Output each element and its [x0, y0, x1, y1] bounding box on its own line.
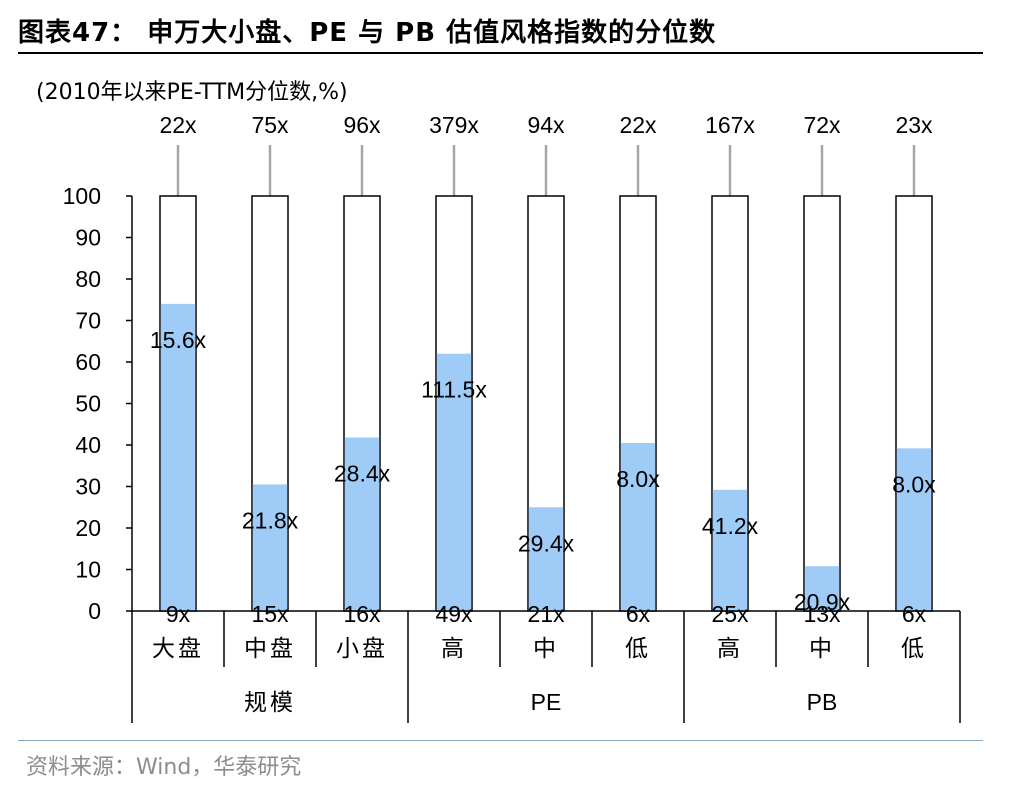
y-tick-label: 100 — [63, 183, 101, 209]
labels: 22x 15.6x 9x 大盘 75x 21.8x 15x 中盘 96x 28.4x 16x 小盘 37… — [63, 112, 937, 716]
y-tick-label: 50 — [75, 391, 101, 417]
value-label: 20.9x — [794, 589, 851, 615]
max-label: 75x — [251, 112, 289, 138]
percentile-bar — [252, 484, 288, 611]
min-label: 49x — [435, 601, 473, 627]
value-label: 28.4x — [334, 461, 391, 487]
min-label: 13x — [803, 601, 841, 627]
y-tick-label: 60 — [75, 349, 101, 375]
percentile-bar — [436, 353, 472, 611]
whiskers — [176, 145, 916, 196]
value-label: 8.0x — [616, 466, 660, 492]
min-label: 16x — [343, 601, 381, 627]
footer-rule — [18, 740, 983, 741]
category-label: 小盘 — [336, 636, 388, 662]
percentile-bar — [620, 442, 656, 611]
max-label: 23x — [895, 112, 933, 138]
max-label: 379x — [429, 112, 479, 138]
percentile-bar — [712, 489, 748, 611]
value-label: 21.8x — [242, 507, 299, 533]
percentile-bar — [160, 303, 196, 611]
bars — [159, 195, 933, 612]
category-label: 中 — [809, 636, 835, 662]
y-tick-label: 20 — [75, 515, 101, 541]
category-label: 中 — [533, 636, 559, 662]
category-label: 高 — [717, 636, 743, 662]
y-tick-label: 90 — [75, 225, 101, 251]
max-label: 22x — [159, 112, 197, 138]
chart-subtitle: (2010年以来PE-TTM分位数,%) — [36, 80, 348, 105]
axes — [126, 195, 961, 723]
category-label: 中盘 — [244, 636, 296, 662]
y-tick-label: 80 — [75, 266, 101, 292]
figure-title: 图表47： 申万大小盘、PE 与 PB 估值风格指数的分位数 — [18, 18, 717, 48]
percentile-bar — [344, 437, 380, 611]
title-rule — [18, 52, 983, 54]
value-label: 8.0x — [892, 471, 936, 497]
bar-chart: 22x 15.6x 9x 大盘 75x 21.8x 15x 中盘 96x 28.4x 16x 小盘 37… — [63, 112, 961, 723]
min-label: 6x — [626, 601, 651, 627]
range-bar — [803, 195, 841, 612]
category-label: 高 — [441, 636, 467, 662]
max-label: 167x — [705, 112, 755, 138]
value-label: 15.6x — [150, 327, 207, 353]
y-tick-label: 30 — [75, 474, 101, 500]
max-label: 22x — [619, 112, 657, 138]
min-label: 21x — [527, 601, 565, 627]
group-label: PB — [807, 689, 838, 715]
min-label: 9x — [166, 601, 191, 627]
y-tick-label: 40 — [75, 432, 101, 458]
min-label: 25x — [711, 601, 749, 627]
category-label: 低 — [625, 636, 651, 662]
max-label: 94x — [527, 112, 565, 138]
category-label: 大盘 — [152, 636, 204, 662]
min-label: 15x — [251, 601, 289, 627]
y-tick-label: 70 — [75, 308, 101, 334]
group-label: PE — [531, 689, 562, 715]
value-label: 111.5x — [421, 377, 487, 403]
group-label: 规模 — [244, 690, 296, 716]
min-label: 6x — [902, 601, 927, 627]
value-label: 41.2x — [702, 513, 759, 539]
y-tick-label: 0 — [88, 598, 101, 624]
percentile-bar — [804, 566, 840, 611]
value-label: 29.4x — [518, 530, 575, 556]
y-tick-label: 10 — [75, 557, 101, 583]
max-label: 96x — [343, 112, 381, 138]
percentile-bar — [896, 448, 932, 611]
max-label: 72x — [803, 112, 841, 138]
category-label: 低 — [901, 636, 927, 662]
source-note: 资料来源：Wind，华泰研究 — [26, 755, 302, 780]
percentile-bar — [528, 507, 564, 611]
